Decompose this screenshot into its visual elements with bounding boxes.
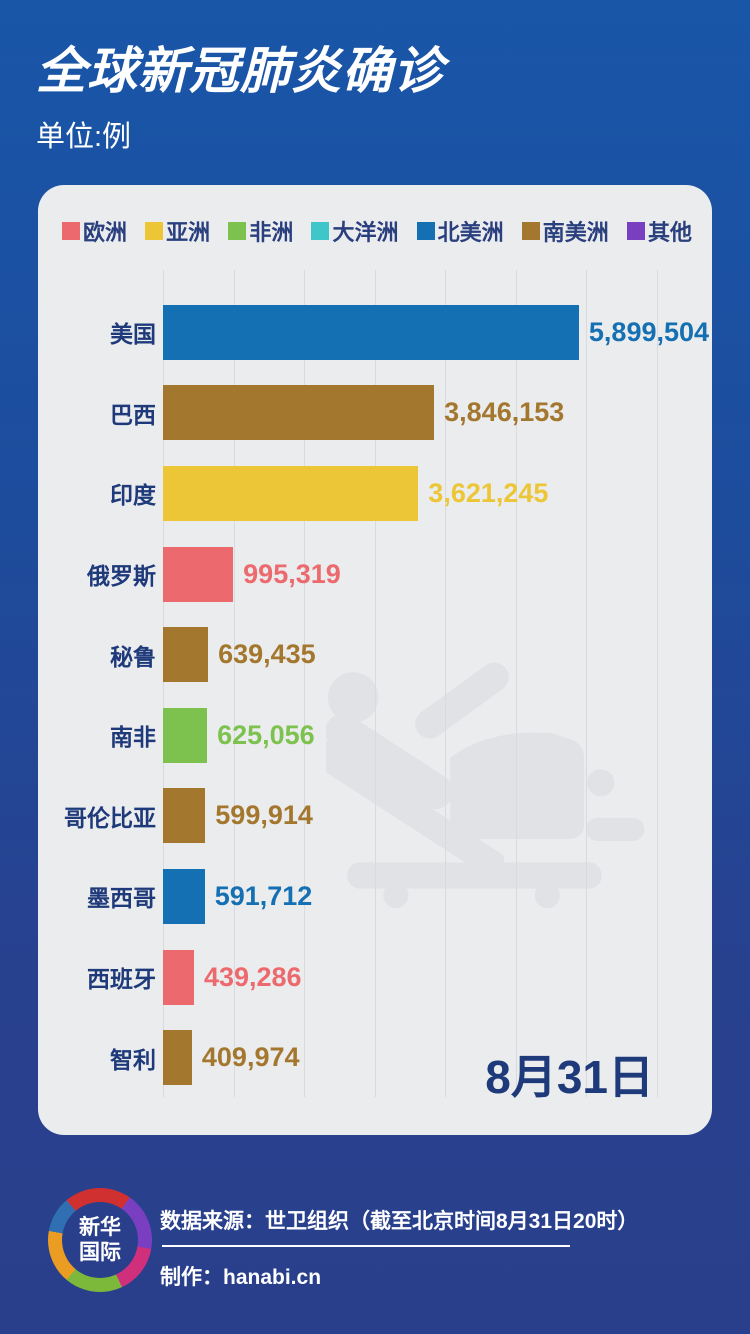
bar-row: 美国 5,899,504	[62, 292, 709, 373]
value-label: 439,286	[203, 961, 302, 992]
footer-divider	[162, 1245, 570, 1247]
hospital-bed-watermark-icon	[326, 662, 645, 909]
legend-label: 大洋洲	[332, 220, 399, 245]
legend-item: 亚洲	[145, 215, 210, 247]
bar	[163, 1030, 192, 1086]
bar	[163, 385, 435, 441]
bar-row: 哥伦比亚 599,914	[62, 776, 688, 857]
legend-label: 南美洲	[542, 220, 609, 245]
bar	[163, 949, 194, 1005]
gridline	[233, 270, 235, 1097]
value-label: 639,435	[218, 639, 316, 670]
legend-label: 欧洲	[83, 220, 128, 245]
legend-label: 其他	[647, 220, 692, 245]
legend: 欧洲 亚洲 非洲 大洋洲 北美洲 南美洲 其他	[62, 215, 692, 247]
bar-row: 巴西 3,846,153	[62, 373, 688, 454]
bar-row: 墨西哥 591,712	[62, 856, 688, 937]
bar-row: 俄罗斯 995,319	[62, 534, 688, 615]
country-label: 美国	[110, 321, 156, 348]
bar	[163, 546, 234, 602]
value-label: 591,712	[214, 880, 313, 911]
gridline	[515, 270, 517, 1097]
bar	[163, 868, 205, 924]
country-label: 印度	[110, 482, 156, 509]
value-label: 599,914	[215, 800, 313, 831]
legend-item: 南美洲	[521, 215, 609, 247]
bar	[163, 304, 579, 360]
legend-swatch-icon	[145, 222, 164, 240]
legend-item: 非洲	[228, 215, 293, 247]
legend-label: 非洲	[249, 220, 294, 245]
header: 全球新冠肺炎确诊 单位:例	[36, 40, 444, 155]
unit-label: 单位:例	[36, 120, 132, 153]
legend-item: 北美洲	[416, 215, 504, 247]
value-label: 995,319	[243, 558, 341, 589]
gridline	[163, 270, 164, 1097]
data-source-text: 数据来源：世卫组织（截至北京时间8月31日20时）	[160, 1210, 639, 1233]
bar	[163, 627, 209, 683]
value-label: 625,056	[217, 719, 315, 750]
value-label: 3,846,153	[444, 397, 565, 428]
bar-row: 印度 3,621,245	[62, 453, 688, 534]
bar	[163, 465, 419, 521]
country-label: 俄罗斯	[87, 563, 156, 590]
logo-text: 新华 国际	[48, 1188, 152, 1292]
bar-rows: 美国 5,899,504 巴西 3,846,153 印度 3,621,245 俄罗斯 995,…	[62, 292, 709, 1098]
bar-row: 西班牙 439,286	[62, 937, 688, 1018]
page-title: 全球新冠肺炎确诊	[36, 43, 444, 99]
gridline	[586, 270, 587, 1097]
country-label: 墨西哥	[87, 885, 156, 912]
value-label: 5,899,504	[588, 316, 710, 347]
country-label: 哥伦比亚	[64, 804, 156, 831]
legend-swatch-icon	[626, 222, 645, 240]
logo-line2: 国际	[79, 1241, 121, 1264]
country-label: 西班牙	[87, 966, 156, 993]
logo-line1: 新华	[79, 1215, 121, 1239]
legend-swatch-icon	[228, 222, 247, 240]
legend-label: 亚洲	[166, 220, 211, 245]
legend-swatch-icon	[521, 222, 540, 240]
legend-swatch-icon	[416, 222, 435, 240]
gridline	[374, 270, 376, 1097]
gridline	[656, 270, 658, 1097]
value-label: 3,621,245	[428, 477, 549, 508]
legend-item: 大洋洲	[311, 215, 398, 247]
bar-row: 南非 625,056	[62, 695, 688, 776]
xinhua-international-logo: 新华 国际	[48, 1188, 152, 1292]
footer: 新华 国际 数据来源：世卫组织（截至北京时间8月31日20时） 制作：hanab…	[0, 1135, 750, 1334]
legend-item: 欧洲	[62, 215, 127, 247]
bar-row: 智利 409,974	[62, 1017, 688, 1098]
legend-label: 北美洲	[437, 220, 504, 245]
bar	[163, 788, 206, 844]
credit-text: 制作：hanabi.cn	[160, 1266, 322, 1289]
value-label: 409,974	[201, 1042, 300, 1073]
bar	[163, 707, 208, 763]
country-label: 智利	[110, 1046, 156, 1073]
chart-card: 欧洲 亚洲 非洲 大洋洲 北美洲 南美洲 其他 美国 5,899,504 巴西 3,846,153…	[38, 185, 712, 1135]
country-label: 秘鲁	[110, 643, 156, 670]
country-label: 巴西	[110, 401, 156, 428]
date-annotation: 8月31日	[485, 1051, 654, 1103]
legend-swatch-icon	[311, 222, 330, 240]
plot-area	[38, 185, 712, 1135]
legend-swatch-icon	[62, 222, 80, 240]
gridline	[304, 270, 305, 1097]
gridline	[445, 270, 446, 1097]
bar-row: 秘鲁 639,435	[62, 614, 688, 695]
legend-item: 其他	[626, 215, 692, 247]
country-label: 南非	[110, 724, 156, 751]
